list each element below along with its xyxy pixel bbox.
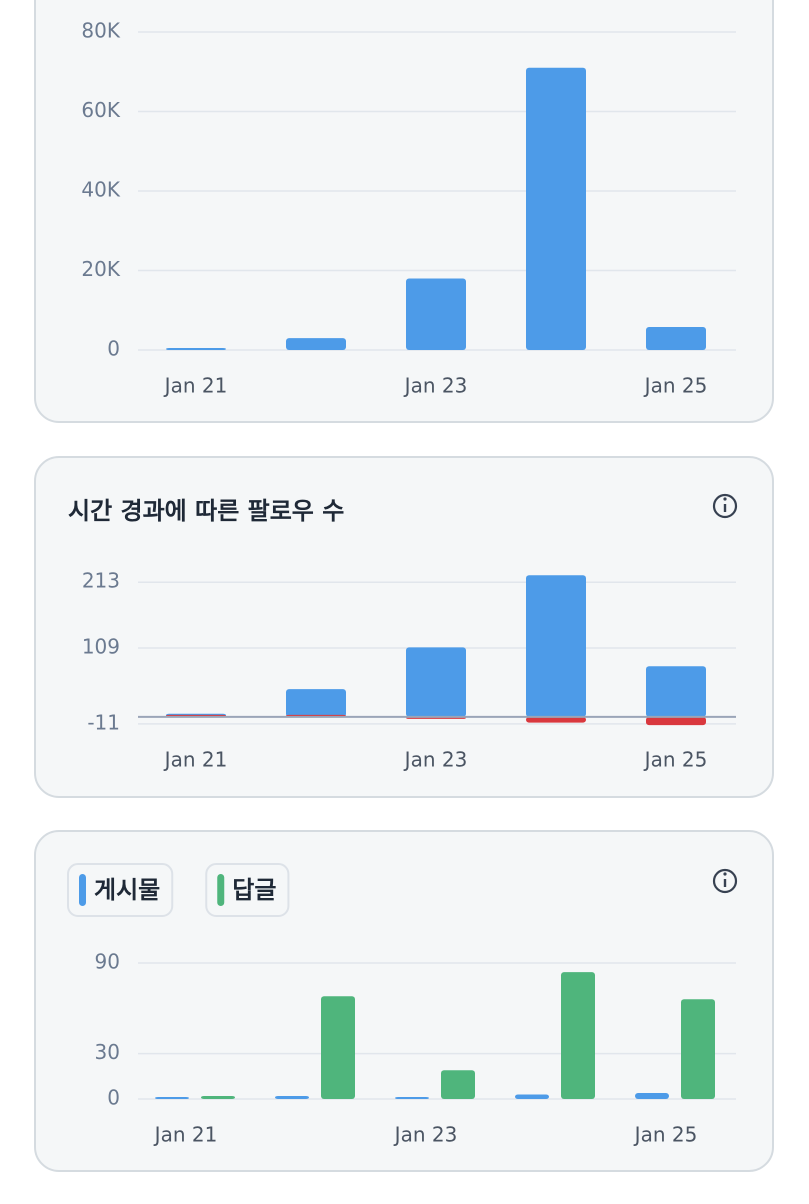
bar — [526, 67, 586, 351]
bar — [561, 972, 595, 1099]
x-tick-label: Jan 25 — [643, 374, 708, 398]
y-tick-label: 80K — [81, 19, 120, 43]
y-tick-label: 40K — [81, 178, 120, 202]
bar — [166, 348, 226, 350]
legend-item[interactable]: 답글 — [205, 863, 290, 917]
y-tick-label: 90 — [95, 950, 120, 974]
x-tick-label: Jan 23 — [403, 374, 468, 398]
bar — [286, 338, 346, 350]
x-tick-label: Jan 21 — [163, 374, 228, 398]
y-tick-label: 20K — [81, 257, 120, 281]
y-tick-label: 0 — [107, 337, 120, 361]
bar — [406, 647, 466, 717]
info-icon[interactable] — [712, 493, 738, 519]
bar — [286, 689, 346, 717]
bar — [155, 1097, 189, 1099]
y-tick-label: 0 — [107, 1086, 120, 1110]
y-tick-label: 213 — [82, 569, 120, 593]
bar — [441, 1070, 475, 1099]
card — [34, 0, 774, 423]
bar — [646, 716, 706, 726]
legend-label: 게시물 — [94, 876, 160, 904]
bar — [526, 575, 586, 717]
bar — [515, 1094, 549, 1099]
x-tick-label: Jan 23 — [393, 1123, 458, 1147]
y-tick-label: 109 — [82, 634, 120, 658]
x-tick-label: Jan 25 — [643, 748, 708, 772]
x-tick-label: Jan 21 — [163, 748, 228, 772]
legend: 게시물 답글 — [67, 863, 290, 917]
y-tick-label: -11 — [87, 710, 120, 734]
bar — [321, 996, 355, 1099]
y-tick-label: 30 — [95, 1040, 120, 1064]
y-tick-label: 60K — [81, 98, 120, 122]
bar — [395, 1097, 429, 1099]
bar — [526, 716, 586, 723]
bar — [681, 999, 715, 1099]
x-tick-label: Jan 25 — [633, 1123, 698, 1147]
bar — [635, 1092, 669, 1099]
card — [34, 456, 774, 798]
info-icon[interactable] — [712, 868, 738, 894]
card-title: 시간 경과에 따른 팔로우 수 — [68, 497, 344, 525]
legend-item[interactable]: 게시물 — [67, 863, 174, 917]
bar — [275, 1095, 309, 1099]
legend-chip — [67, 863, 174, 917]
legend-label: 답글 — [232, 876, 276, 904]
x-tick-label: Jan 21 — [153, 1123, 218, 1147]
legend-chip — [205, 863, 290, 917]
legend-swatch — [217, 874, 225, 906]
bar — [646, 666, 706, 717]
bar — [201, 1095, 235, 1099]
legend-swatch — [79, 874, 86, 906]
bar — [406, 278, 466, 350]
x-tick-label: Jan 23 — [403, 748, 468, 772]
bar — [646, 326, 706, 350]
